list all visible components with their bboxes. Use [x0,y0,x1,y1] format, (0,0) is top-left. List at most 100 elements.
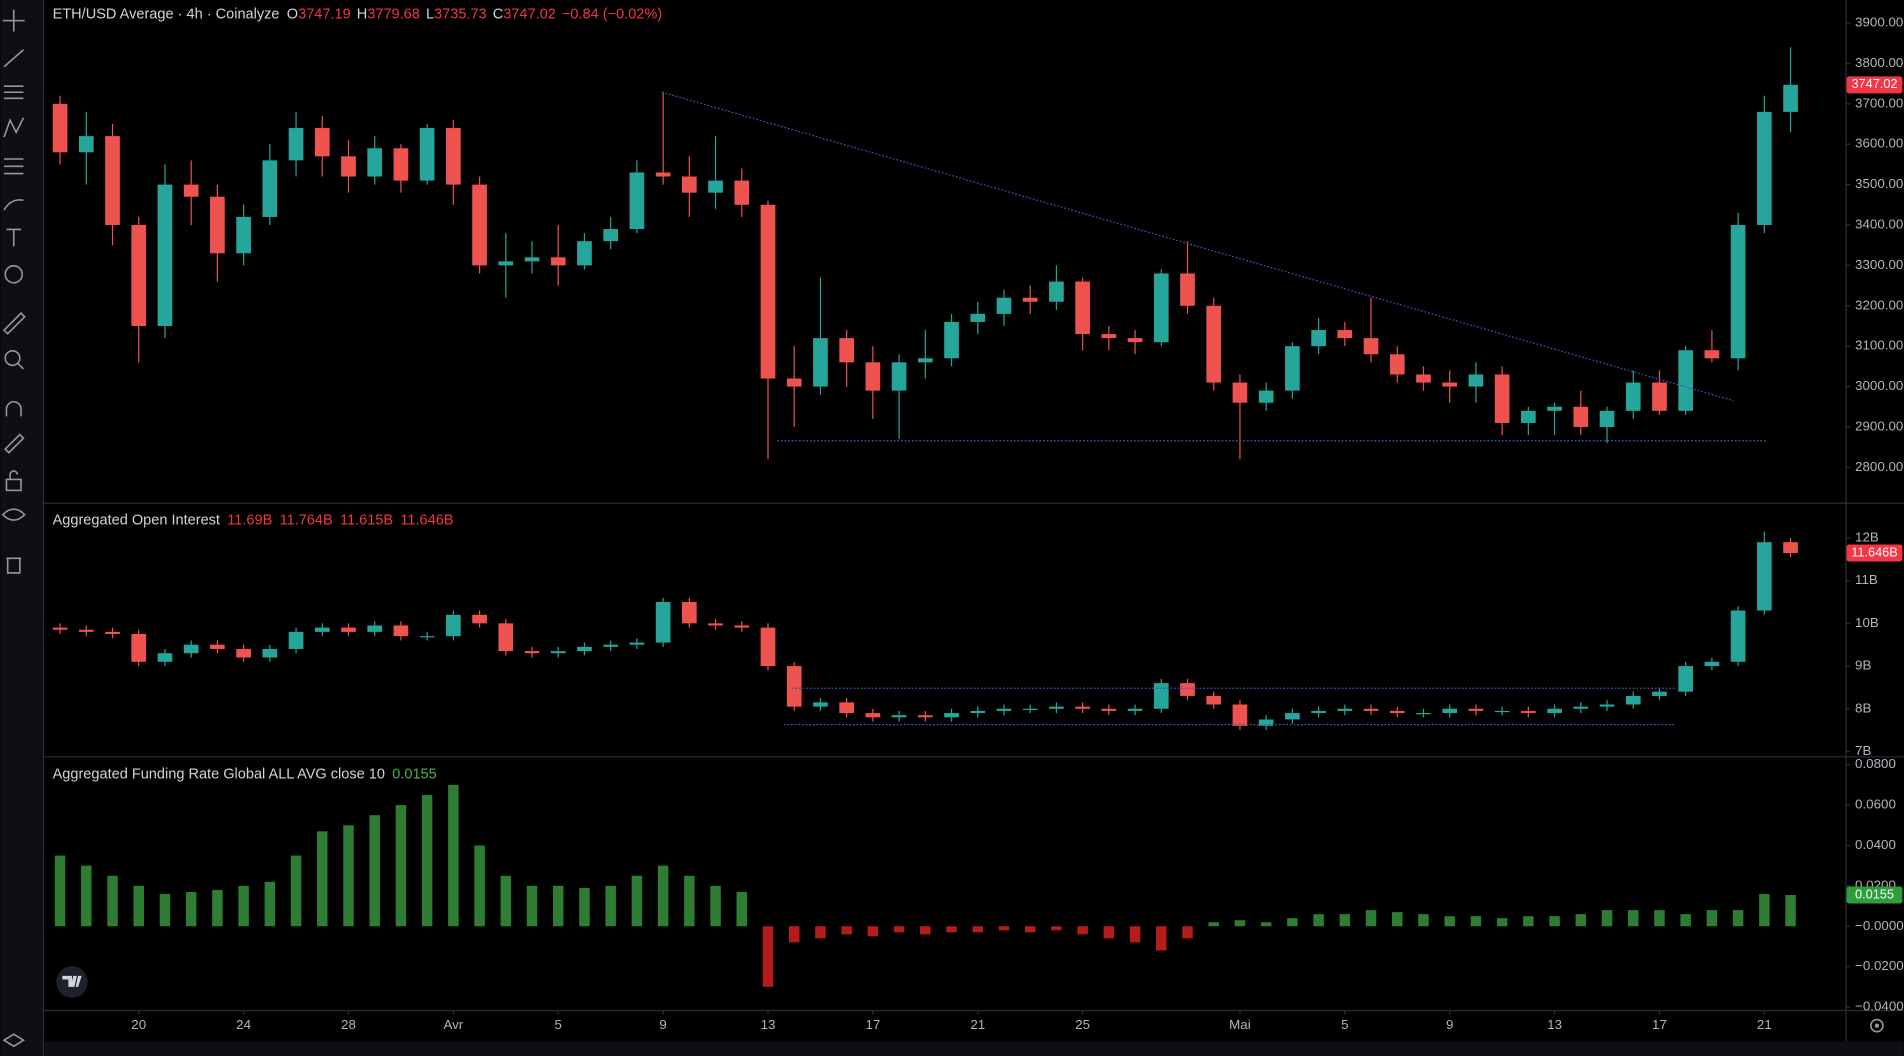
funding-bar [657,865,669,927]
candle-body [1704,661,1720,667]
text-tool[interactable] [6,228,22,247]
crosshair-tool[interactable] [2,9,25,32]
plot-area [52,47,1798,987]
candle-body [891,362,907,391]
candle-body [550,257,566,266]
zoom-tool[interactable] [4,349,25,370]
y-tick-label: 3300.00 [1855,257,1903,272]
candle-body [1101,708,1117,711]
x-tick-label: 28 [341,1017,356,1032]
candle-body [839,338,854,363]
candle-body [341,627,356,632]
fib-tool[interactable] [4,85,24,100]
candle-body [1756,111,1772,225]
funding-bar [631,875,643,927]
candle-body [367,625,383,632]
tradingview-logo[interactable] [56,966,88,998]
candle-body [419,128,435,181]
candle-body [183,644,199,654]
candle-body [655,601,671,643]
x-tick-label: 17 [865,1017,880,1032]
candle-body [1206,305,1222,383]
x-tick-label: 21 [970,1017,985,1032]
settings-button[interactable] [1870,1018,1884,1033]
candle-body [1180,683,1195,696]
candle-body [1547,708,1562,714]
candle-body [1756,542,1772,611]
candle-body [681,601,697,624]
candle-body [839,702,854,714]
candle-body [1573,406,1589,427]
candle-body [1416,713,1431,715]
candle-body [1258,719,1274,726]
candle-body [1678,666,1694,692]
candle-body [996,297,1012,314]
candle-body [1730,610,1746,662]
candle-body [1599,704,1615,707]
candle-body [393,625,409,637]
funding-bar [736,891,748,927]
funding-bar [1523,916,1534,927]
x-tick-label: 13 [1547,1017,1562,1032]
funding-bar [998,926,1010,931]
funding-bar [395,805,407,927]
last-value-tag [1846,76,1903,94]
candle-body [1389,710,1405,714]
candle-body [1652,691,1667,696]
funding-bar [1627,910,1639,927]
candle-body [917,358,933,363]
x-tick-label: 9 [1446,1017,1453,1032]
lock-tool[interactable] [5,470,22,492]
funding-bar [343,825,354,927]
y-tick-label: 0.0600 [1855,797,1896,812]
funding-bar [1182,926,1193,939]
pattern-tool[interactable] [3,117,25,138]
candle-body [1258,390,1274,403]
magnet-tool[interactable] [5,401,22,417]
x-tick-label: 21 [1757,1017,1772,1032]
oi-value: 11.615B [340,513,393,529]
funding-bar [1601,910,1613,927]
drawing-toolbar [0,0,43,1056]
indicator-title: Aggregated Funding Rate Global ALL AVG c… [53,766,385,782]
candle-body [1127,338,1143,343]
ohlc-key: C [493,6,504,22]
brush-tool[interactable] [3,199,24,211]
candle-body [288,128,304,161]
candle-body [1494,710,1510,713]
candle-body [681,176,697,193]
funding-bar [762,926,774,987]
candle-body [1127,708,1143,711]
emoji-tool[interactable] [4,265,24,284]
projection-tool[interactable] [4,158,24,175]
candle-body [1416,374,1431,383]
candle-body [367,148,383,177]
candle-body [1022,708,1038,710]
settings-dot [1874,1023,1880,1028]
candle-body [1337,708,1353,711]
candle-body [157,184,173,326]
x-tick-label: 5 [1341,1017,1348,1032]
lock-draw-tool[interactable] [4,433,25,454]
ruler-tool[interactable] [2,312,26,335]
candle-body [1180,273,1195,306]
remove-tool[interactable] [6,557,22,574]
candle-body [1468,708,1484,711]
candle-body [708,180,723,193]
symbol-title: ETH/USD Average · 4h · Coinalyze [53,6,280,22]
candle-body [419,636,435,638]
funding-bar [238,885,249,927]
hide-tool[interactable] [1,508,26,521]
candle-body [341,156,356,177]
candle-body [236,648,251,658]
candle-body [262,648,278,658]
x-tick-label: Avr [443,1017,463,1032]
funding-bar [946,926,957,933]
y-tick-label: 3000.00 [1855,378,1903,393]
trendline-tool[interactable] [3,49,24,68]
candle-body [1022,297,1038,302]
object-tree[interactable] [2,1033,25,1048]
candle-body [1521,410,1536,423]
candle-body [655,172,671,177]
funding-bar [448,784,459,927]
